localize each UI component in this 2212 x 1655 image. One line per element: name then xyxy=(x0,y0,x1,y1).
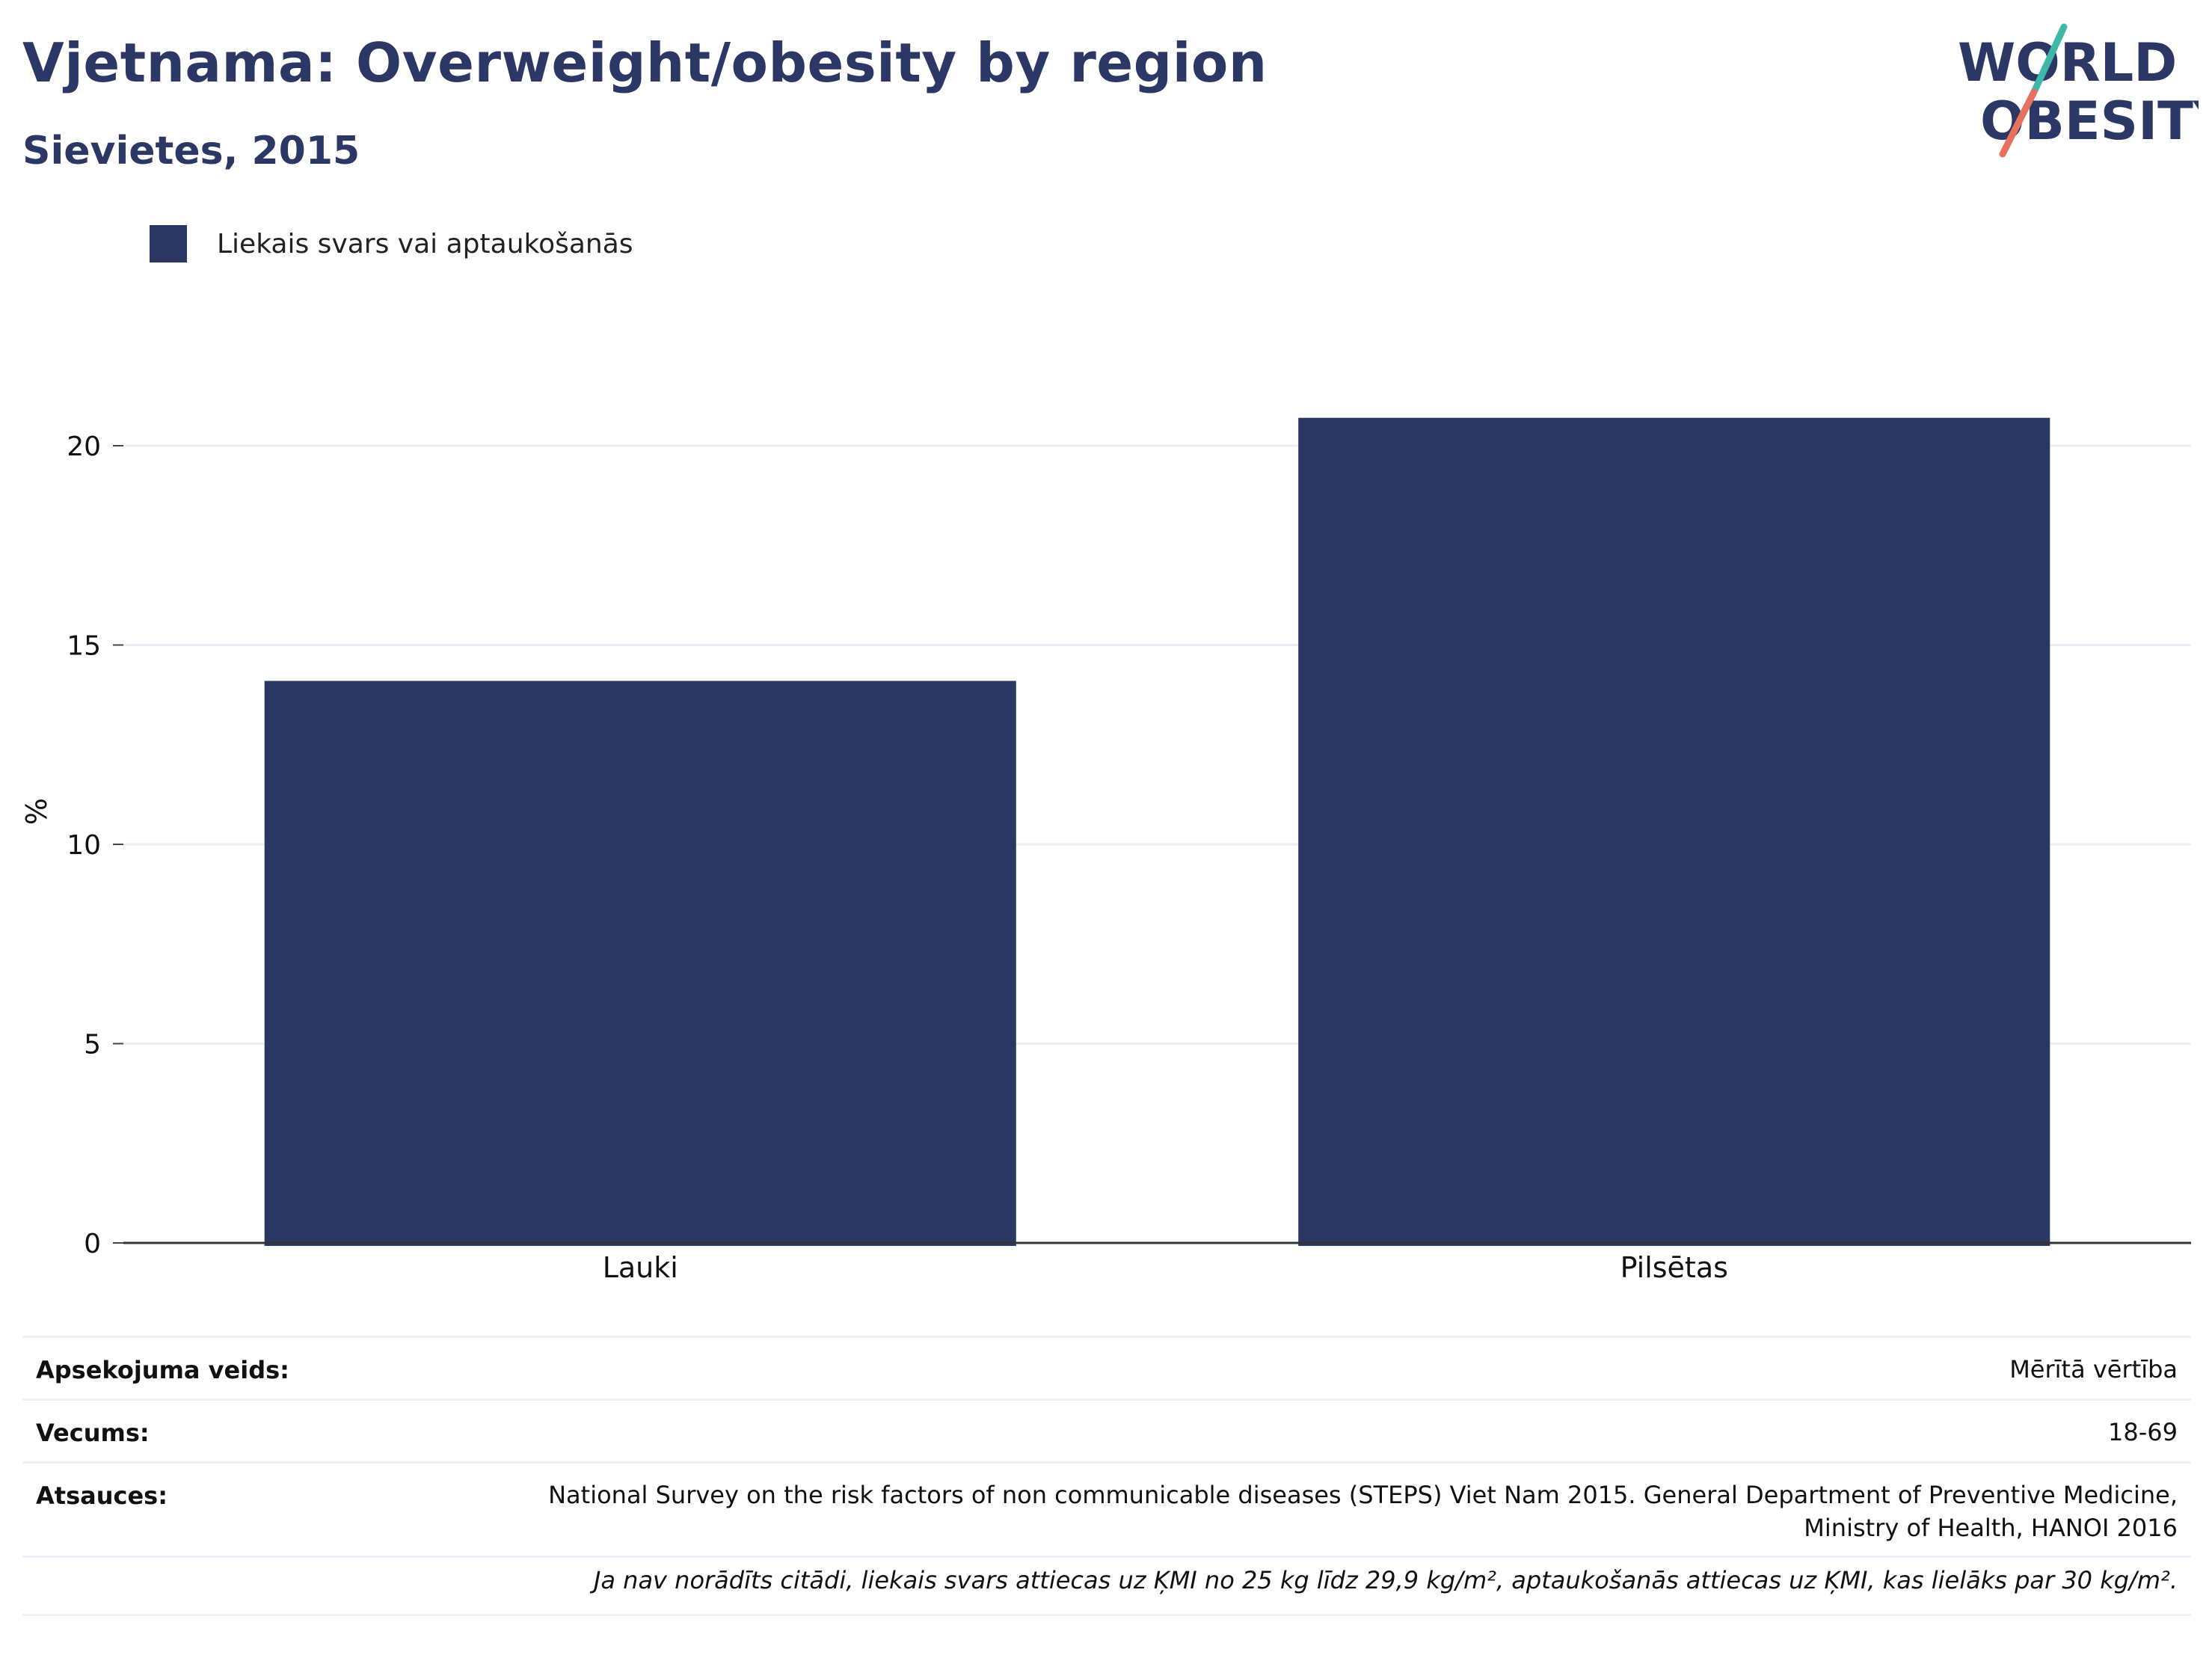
meta-row-age: Vecums: 18-69 xyxy=(22,1398,2191,1461)
age-label: Vecums: xyxy=(36,1419,150,1447)
axes: 0 5 10 15 20 Lauki Pilsētas xyxy=(67,432,2191,1284)
meta-row-survey-type: Apsekojuma veids: Mērītā vērtība xyxy=(22,1336,2191,1398)
bars xyxy=(264,417,2050,1247)
y-tick-label-5: 5 xyxy=(84,1030,101,1060)
legend[interactable]: Liekais svars vai aptaukošanās xyxy=(150,223,633,265)
y-tick-label-0: 0 xyxy=(84,1229,101,1259)
y-axis-label: % xyxy=(20,798,53,825)
age-value: 18-69 xyxy=(2108,1418,2178,1446)
sources-label: Atsauces: xyxy=(36,1481,168,1510)
definition-note: Ja nav norādīts citādi, liekais svars at… xyxy=(593,1566,2178,1594)
logo-text-world: WORLD xyxy=(1958,32,2177,93)
bottom-divider xyxy=(22,1614,2191,1616)
chart-subtitle: Sievietes, 2015 xyxy=(22,129,360,174)
bar-pilsētas xyxy=(1298,417,2050,1247)
meta-row-sources: Atsauces: National Survey on the risk fa… xyxy=(22,1461,2191,1556)
x-tick-label-lauki: Lauki xyxy=(603,1251,678,1284)
bar-lauki xyxy=(264,681,1016,1246)
survey-type-value: Mērītā vērtība xyxy=(2009,1355,2178,1384)
y-tick-label-10: 10 xyxy=(67,830,101,861)
survey-type-label: Apsekojuma veids: xyxy=(36,1356,289,1384)
chart-title: Vjetnama: Overweight/obesity by region xyxy=(22,31,1268,94)
legend-label: Liekais svars vai aptaukošanās xyxy=(217,228,633,260)
logo-slash-teal xyxy=(2030,23,2068,96)
y-tick-label-20: 20 xyxy=(67,432,101,462)
y-tick-label-15: 15 xyxy=(67,631,101,662)
sources-value-line2: Ministry of Health, HANOI 2016 xyxy=(1804,1514,2178,1542)
bar-chart: 0 5 10 15 20 Lauki Pilsētas % xyxy=(20,417,2191,1284)
x-tick-label-pilsētas: Pilsētas xyxy=(1620,1251,1728,1284)
sources-value-line1: National Survey on the risk factors of n… xyxy=(548,1481,2178,1509)
world-obesity-logo: WORLD OBESITY xyxy=(1958,23,2199,158)
logo-slash-red xyxy=(1999,88,2038,158)
meta-row-note-divider xyxy=(22,1556,2191,1558)
legend-swatch xyxy=(150,225,187,262)
